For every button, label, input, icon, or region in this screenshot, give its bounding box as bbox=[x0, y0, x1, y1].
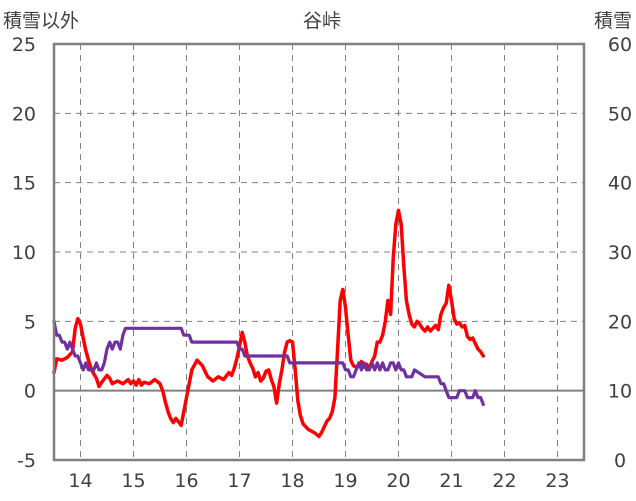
right-tick-label: 30 bbox=[608, 242, 632, 264]
left-tick-label: 0 bbox=[24, 381, 36, 403]
x-tick-label: 16 bbox=[174, 470, 198, 492]
x-tick-label: 19 bbox=[333, 470, 357, 492]
x-tick-label: 22 bbox=[492, 470, 516, 492]
left-tick-label: 25 bbox=[12, 34, 36, 56]
series-line-right bbox=[52, 319, 485, 407]
series-line-left bbox=[52, 208, 486, 439]
left-tick-label: -5 bbox=[17, 450, 36, 472]
right-tick-label: 20 bbox=[608, 311, 632, 333]
plot-frame bbox=[52, 42, 586, 462]
left-tick-label: 20 bbox=[12, 103, 36, 125]
x-tick-label: 15 bbox=[121, 470, 145, 492]
x-tick-label: 20 bbox=[386, 470, 410, 492]
right-tick-label: 50 bbox=[608, 103, 632, 125]
grid bbox=[54, 44, 584, 460]
x-tick-label: 18 bbox=[280, 470, 304, 492]
left-tick-label: 5 bbox=[24, 311, 36, 333]
left-tick-label: 15 bbox=[12, 173, 36, 195]
x-tick-label: 23 bbox=[545, 470, 569, 492]
left-axis-label: 積雪以外 bbox=[3, 10, 79, 32]
right-tick-label: 10 bbox=[608, 381, 632, 403]
x-tick-label: 21 bbox=[439, 470, 463, 492]
x-tick-label: 14 bbox=[68, 470, 92, 492]
right-axis-label: 積雪 bbox=[594, 10, 632, 32]
x-tick-label: 17 bbox=[227, 470, 251, 492]
right-tick-label: 0 bbox=[614, 450, 626, 472]
left-tick-label: 10 bbox=[12, 242, 36, 264]
chart-title: 谷峠 bbox=[303, 10, 341, 32]
tick-labels: -5 0 5 10 15 20 25 0 10 20 30 40 50 60 14 15 16 17 18 19 20 2… bbox=[12, 34, 632, 492]
series-group bbox=[52, 208, 486, 439]
right-tick-label: 60 bbox=[608, 34, 632, 56]
right-tick-label: 40 bbox=[608, 173, 632, 195]
